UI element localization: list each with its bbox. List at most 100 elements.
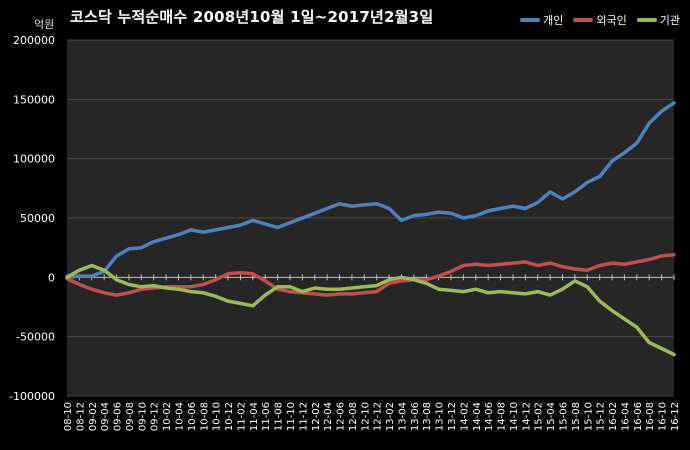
data-point xyxy=(586,181,589,184)
x-tick-label: 16-12 xyxy=(670,402,681,431)
data-point xyxy=(164,286,168,290)
x-tick-label: 15-06 xyxy=(559,402,570,431)
data-point xyxy=(561,197,564,201)
data-point xyxy=(524,260,527,264)
x-tick-label: 14-02 xyxy=(459,402,470,431)
legend-label-institution: 기관 xyxy=(659,14,680,27)
data-point xyxy=(202,283,205,286)
data-point xyxy=(486,264,490,267)
data-point xyxy=(610,261,614,265)
data-point xyxy=(78,274,81,278)
data-point xyxy=(251,304,255,308)
data-point xyxy=(400,276,403,279)
data-point xyxy=(127,291,131,294)
data-point xyxy=(437,288,440,291)
data-point xyxy=(276,285,279,289)
data-point xyxy=(375,290,378,293)
data-point xyxy=(264,279,267,283)
x-tick-label: 13-12 xyxy=(447,402,458,431)
data-point xyxy=(127,283,131,286)
data-point xyxy=(152,284,155,287)
x-tick-label: 09-04 xyxy=(100,402,111,431)
data-point xyxy=(635,260,639,264)
data-point xyxy=(524,292,527,296)
x-tick-label: 10-06 xyxy=(187,402,198,431)
x-tick-label: 16-04 xyxy=(620,402,631,431)
chart-title: 코스닥 누적순매수 2008년10월 1일~2017년2월3일 xyxy=(70,8,434,26)
data-point xyxy=(313,292,316,296)
data-point xyxy=(524,207,527,210)
data-point xyxy=(672,253,676,256)
data-point xyxy=(536,264,539,267)
data-point xyxy=(635,325,639,329)
data-point xyxy=(363,285,366,289)
x-tick-label: 11-08 xyxy=(274,402,285,431)
data-point xyxy=(338,202,341,205)
data-point xyxy=(65,276,69,279)
x-tick-label: 11-12 xyxy=(298,402,309,431)
data-point xyxy=(623,317,626,321)
data-point xyxy=(660,254,663,258)
data-point xyxy=(338,288,341,291)
data-point xyxy=(437,274,440,278)
data-point xyxy=(338,292,341,296)
data-point xyxy=(672,353,676,356)
x-tick-label: 08-10 xyxy=(63,402,74,431)
x-tick-label: 13-10 xyxy=(435,402,446,431)
y-tick-label: 200000 xyxy=(13,34,55,47)
data-point xyxy=(412,278,416,281)
x-tick-label: 09-06 xyxy=(113,402,124,431)
data-point xyxy=(425,213,428,216)
x-tick-label: 12-12 xyxy=(373,402,384,431)
data-point xyxy=(164,236,168,240)
data-point xyxy=(115,254,118,258)
data-point xyxy=(387,278,391,281)
x-tick-label: 11-06 xyxy=(261,402,272,431)
data-point xyxy=(226,226,230,229)
data-point xyxy=(239,223,242,227)
data-point xyxy=(214,228,217,232)
x-tick-label: 15-08 xyxy=(571,402,582,431)
data-point xyxy=(548,261,552,265)
data-point xyxy=(226,299,230,303)
data-point xyxy=(140,285,143,289)
x-tick-label: 12-02 xyxy=(311,402,322,431)
y-tick-label: 150000 xyxy=(13,93,55,106)
legend-item-institution: 기관 xyxy=(636,12,680,28)
data-point xyxy=(90,264,93,267)
data-point xyxy=(598,264,601,267)
data-point xyxy=(115,278,118,281)
data-point xyxy=(648,258,651,261)
data-point xyxy=(573,279,577,283)
data-point xyxy=(264,222,267,226)
data-point xyxy=(288,290,292,293)
x-tick-label: 14-08 xyxy=(497,402,508,431)
x-tick-label: 10-10 xyxy=(212,402,223,431)
y-tick-label: -50000 xyxy=(16,331,55,344)
data-point xyxy=(462,264,465,267)
data-point xyxy=(586,285,589,289)
data-point xyxy=(561,265,564,268)
x-tick-label: 10-04 xyxy=(174,402,185,431)
data-point xyxy=(202,291,205,294)
data-point xyxy=(350,292,354,296)
data-point xyxy=(140,246,143,249)
data-point xyxy=(573,267,577,271)
legend-label-foreign: 외국인 xyxy=(596,14,627,27)
data-point xyxy=(610,159,614,163)
x-tick-label: 10-08 xyxy=(199,402,210,431)
legend-swatch-individual xyxy=(520,18,541,22)
data-point xyxy=(189,228,193,232)
x-tick-label: 13-08 xyxy=(422,402,433,431)
data-point xyxy=(325,293,329,297)
data-point xyxy=(90,288,93,291)
data-point xyxy=(251,219,255,222)
data-point xyxy=(264,293,267,297)
data-point xyxy=(474,263,477,266)
x-tick-label: 15-10 xyxy=(583,402,594,431)
data-point xyxy=(239,302,242,305)
data-point xyxy=(511,261,515,265)
legend-item-foreign: 외국인 xyxy=(573,12,627,28)
data-point xyxy=(102,269,106,272)
data-point xyxy=(648,341,651,344)
